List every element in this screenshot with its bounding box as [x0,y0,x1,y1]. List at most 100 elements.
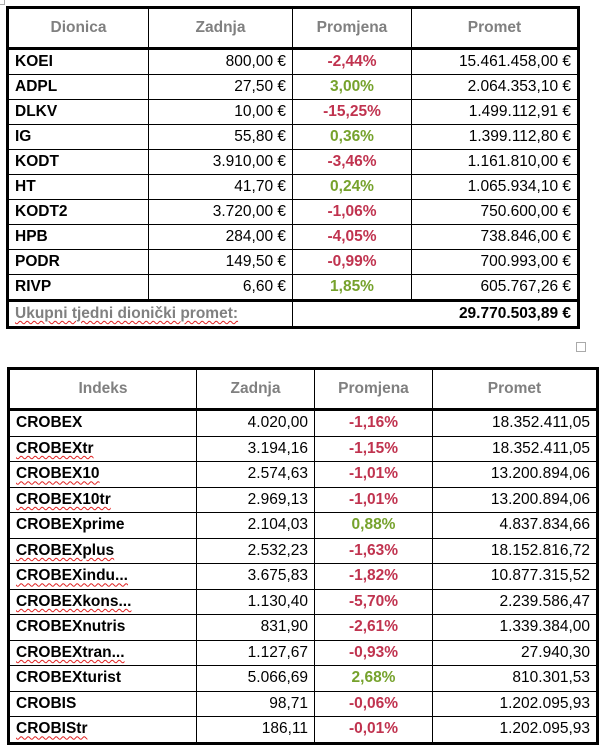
table-resize-handle[interactable] [576,342,586,352]
cell-change: -0,99% [292,249,412,275]
cell-change: -1,63% [314,537,433,564]
cell-last: 2.574,63 [196,461,315,488]
table-row: DLKV 10,00 € -15,25% 1.499.112,91 € [7,99,579,125]
row-label: PODR [15,253,60,270]
row-label: DLKV [15,103,58,120]
table-row: KOEI 800,00 € -2,44% 15.461.458,00 € [7,48,579,75]
cell-last: 41,70 € [148,174,293,200]
row-label: CROBEXkons... [16,592,132,610]
cell-name: HPB [7,224,149,250]
total-value: 29.770.503,89 € [292,299,579,328]
cell-turnover: 13.200.894,06 [432,486,598,513]
row-label: CROBEXindu... [16,567,128,585]
row-label: CROBEX [16,414,83,432]
row-label: RIVP [15,278,52,295]
cell-name: HT [7,174,149,200]
header-promet: Promet [411,7,579,50]
cell-name: KODT [7,149,149,175]
cell-last: 5.066,69 [196,665,315,692]
cell-last: 3.194,16 [196,435,315,462]
row-label: KOEI [15,53,53,70]
header-promet: Promet [432,368,598,411]
row-label: KODT2 [15,203,68,220]
cell-last: 2.969,13 [196,486,315,513]
cell-name: CROBEXturist [8,665,197,692]
cell-name: CROBEXplus [8,537,197,564]
header-promjena: Promjena [292,7,412,50]
cell-change: -0,93% [314,639,433,666]
cell-turnover: 18.352.411,05 [432,409,598,437]
cell-name: CROBEXtran... [8,639,197,666]
cell-last: 10,00 € [148,99,293,125]
cell-turnover: 1.399.112,80 € [411,124,579,150]
table-row: CROBEXnutris 831,90 -2,61% 1.339.384,00 [8,614,598,641]
cell-name: CROBEXtr [8,435,197,462]
cell-last: 27,50 € [148,74,293,100]
cell-turnover: 1.161.810,00 € [411,149,579,175]
cell-turnover: 738.846,00 € [411,224,579,250]
cell-name: CROBEXindu... [8,563,197,590]
cell-last: 6,60 € [148,274,293,301]
cell-turnover: 810.301,53 [432,665,598,692]
cell-name: IG [7,124,149,150]
cell-turnover: 1.065.934,10 € [411,174,579,200]
cell-turnover: 1.202.095,93 [432,690,598,717]
cell-name: CROBEXprime [8,512,197,539]
row-label: CROBEXplus [16,541,115,559]
table-row: HPB 284,00 € -4,05% 738.846,00 € [7,224,579,250]
cell-last: 186,11 [196,716,315,744]
cell-last: 98,71 [196,690,315,717]
table-row: CROBEXplus 2.532,23 -1,63% 18.152.816,72 [8,537,598,564]
cell-name: CROBEXkons... [8,588,197,615]
row-label: IG [15,128,32,145]
cell-change: 0,36% [292,124,412,150]
cell-turnover: 18.352.411,05 [432,435,598,462]
row-label: KODT [15,153,59,170]
cell-last: 2.104,03 [196,512,315,539]
cell-turnover: 4.837.834,66 [432,512,598,539]
cell-change: -1,06% [292,199,412,225]
table-row: CROBEXtr 3.194,16 -1,15% 18.352.411,05 [8,435,598,462]
indices-header-row: Indeks Zadnja Promjena Promet [8,368,598,411]
table-row: ADPL 27,50 €3,00% 2.064.353,10 € [7,74,579,100]
cell-last: 55,80 € [148,124,293,150]
cell-turnover: 10.877.315,52 [432,563,598,590]
row-label: CROBEXtr [16,439,94,457]
cell-name: CROBEX10 [8,461,197,488]
row-label: CROBEXprime [16,516,125,534]
cell-turnover: 1.499.112,91 € [411,99,579,125]
row-label: HPB [15,228,48,245]
row-label: HT [15,178,36,195]
table-row: KODT 3.910,00 € -3,46% 1.161.810,00 € [7,149,579,175]
cell-turnover: 700.993,00 € [411,249,579,275]
row-label: CROBEXtran... [16,643,125,661]
row-label: CROBEXturist [16,669,122,687]
cell-last: 1.127,67 [196,639,315,666]
cell-change: -0,06% [314,690,433,717]
cell-name: CROBIStr [8,716,197,744]
cell-change: -1,16% [314,409,433,437]
cell-change: -1,01% [314,461,433,488]
cell-name: CROBEX [8,409,197,437]
cell-last: 800,00 € [148,48,293,75]
cell-last: 149,50 € [148,249,293,275]
cell-turnover: 750.600,00 € [411,199,579,225]
table-row: CROBEX 4.020,00 -1,16% 18.352.411,05 [8,409,598,437]
header-dionica: Dionica [7,7,149,50]
cell-change: -1,15% [314,435,433,462]
cell-change: 0,88% [314,512,433,539]
header-zadnja: Zadnja [196,368,315,411]
row-label: CROBEX10tr [16,490,111,508]
table-row: CROBEXprime 2.104,03 0,88% 4.837.834,66 [8,512,598,539]
page-corner-mark [0,0,5,5]
table-row: HT 41,70 €0,24% 1.065.934,10 € [7,174,579,200]
cell-name: DLKV [7,99,149,125]
cell-name: KODT2 [7,199,149,225]
table-row: CROBEXtran... 1.127,67 -0,93% 27.940,30 [8,639,598,666]
total-row: Ukupni tjedni dionički promet: 29.770.50… [7,299,579,328]
row-label: CROBIStr [16,720,88,738]
cell-change: 2,68% [314,665,433,692]
cell-turnover: 1.339.384,00 [432,614,598,641]
cell-turnover: 2.064.353,10 € [411,74,579,100]
cell-turnover: 2.239.586,47 [432,588,598,615]
